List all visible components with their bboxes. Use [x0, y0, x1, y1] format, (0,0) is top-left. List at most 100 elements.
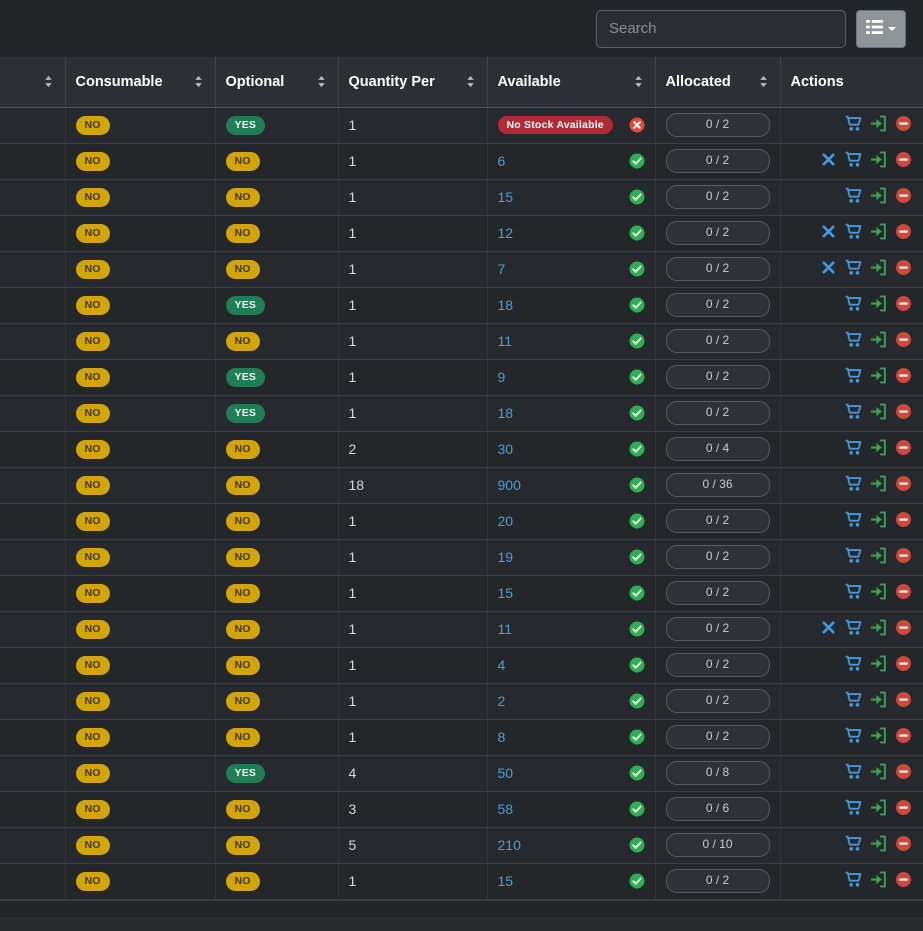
checkout-button[interactable] — [843, 367, 863, 387]
available-link[interactable]: 210 — [497, 837, 521, 853]
remove-button[interactable] — [893, 619, 913, 639]
checkin-button[interactable] — [868, 151, 888, 171]
checkout-button[interactable] — [843, 295, 863, 315]
checkout-button[interactable] — [843, 259, 863, 279]
remove-button[interactable] — [893, 727, 913, 747]
checkin-button[interactable] — [868, 871, 888, 891]
remove-button[interactable] — [893, 439, 913, 459]
available-link[interactable]: 15 — [497, 585, 514, 601]
available-link[interactable]: 30 — [497, 441, 514, 457]
checkin-button[interactable] — [868, 619, 888, 639]
available-link[interactable]: 12 — [497, 225, 514, 241]
remove-button[interactable] — [893, 187, 913, 207]
checkin-button[interactable] — [868, 295, 888, 315]
checkout-button[interactable] — [843, 151, 863, 171]
available-link[interactable]: 2 — [497, 693, 506, 709]
column-header-allocated[interactable]: Allocated — [654, 57, 780, 108]
available-link[interactable]: 20 — [497, 513, 514, 529]
checkin-button[interactable] — [868, 799, 888, 819]
remove-button[interactable] — [893, 295, 913, 315]
remove-button[interactable] — [893, 655, 913, 675]
remove-button[interactable] — [893, 799, 913, 819]
available-link[interactable]: 8 — [497, 729, 506, 745]
column-header-quantity_per[interactable]: Quantity Per — [337, 57, 487, 108]
checkout-button[interactable] — [843, 835, 863, 855]
remove-button[interactable] — [893, 331, 913, 351]
checkout-button[interactable] — [843, 187, 863, 207]
checkin-button[interactable] — [868, 223, 888, 243]
checkin-button[interactable] — [868, 259, 888, 279]
available-link[interactable]: 18 — [497, 405, 514, 421]
remove-button[interactable] — [893, 475, 913, 495]
available-link[interactable]: 7 — [497, 261, 506, 277]
available-link[interactable]: 50 — [497, 765, 514, 781]
checkin-button[interactable] — [868, 763, 888, 783]
checkout-button[interactable] — [843, 223, 863, 243]
remove-button[interactable] — [893, 547, 913, 567]
checkout-button[interactable] — [843, 799, 863, 819]
checkout-button[interactable] — [843, 115, 863, 135]
available-cell: 58 — [486, 791, 655, 828]
remove-button[interactable] — [893, 403, 913, 423]
available-link[interactable]: 11 — [497, 621, 513, 637]
available-link[interactable]: 19 — [497, 549, 514, 565]
checkin-button[interactable] — [868, 835, 888, 855]
checkout-button[interactable] — [843, 691, 863, 711]
column-header-optional[interactable]: Optional — [214, 57, 338, 108]
remove-button[interactable] — [893, 511, 913, 531]
remove-button[interactable] — [893, 223, 913, 243]
checkout-button[interactable] — [843, 547, 863, 567]
maintenance-button[interactable] — [818, 223, 838, 243]
checkin-button[interactable] — [868, 511, 888, 531]
available-link[interactable]: 9 — [497, 369, 506, 385]
checkout-button[interactable] — [843, 511, 863, 531]
remove-button[interactable] — [893, 835, 913, 855]
checkin-button[interactable] — [868, 547, 888, 567]
checkout-button[interactable] — [843, 655, 863, 675]
remove-button[interactable] — [893, 583, 913, 603]
column-header-available[interactable]: Available — [486, 57, 655, 108]
checkin-button[interactable] — [868, 655, 888, 675]
available-link[interactable]: 900 — [497, 477, 521, 493]
checkout-button[interactable] — [843, 583, 863, 603]
checkin-button[interactable] — [868, 367, 888, 387]
checkout-button[interactable] — [843, 403, 863, 423]
column-header-consumable[interactable]: Consumable — [64, 57, 215, 108]
remove-button[interactable] — [893, 367, 913, 387]
checkout-button[interactable] — [843, 727, 863, 747]
columns-button[interactable] — [856, 9, 906, 48]
available-link[interactable]: 15 — [497, 873, 514, 889]
remove-button[interactable] — [893, 115, 913, 135]
checkout-button[interactable] — [843, 475, 863, 495]
checkout-button[interactable] — [843, 619, 863, 639]
checkin-button[interactable] — [868, 403, 888, 423]
checkin-button[interactable] — [868, 331, 888, 351]
checkin-button[interactable] — [868, 727, 888, 747]
remove-button[interactable] — [893, 151, 913, 171]
available-link[interactable]: 11 — [497, 333, 513, 349]
maintenance-button[interactable] — [818, 259, 838, 279]
checkin-button[interactable] — [868, 187, 888, 207]
available-link[interactable]: 58 — [497, 801, 514, 817]
search-input[interactable] — [596, 9, 846, 48]
maintenance-button[interactable] — [818, 151, 838, 171]
checkin-button[interactable] — [868, 691, 888, 711]
remove-button[interactable] — [893, 259, 913, 279]
available-link[interactable]: 6 — [497, 153, 506, 169]
maintenance-button[interactable] — [818, 619, 838, 639]
checkin-button[interactable] — [868, 439, 888, 459]
checkout-button[interactable] — [843, 439, 863, 459]
available-link[interactable]: 18 — [497, 297, 514, 313]
checkin-button[interactable] — [868, 115, 888, 135]
checkout-button[interactable] — [843, 871, 863, 891]
checkin-button[interactable] — [868, 583, 888, 603]
remove-button[interactable] — [893, 871, 913, 891]
checkout-button[interactable] — [843, 331, 863, 351]
available-link[interactable]: 4 — [497, 657, 506, 673]
remove-button[interactable] — [893, 763, 913, 783]
checkin-button[interactable] — [868, 475, 888, 495]
column-header-blank[interactable] — [0, 57, 65, 108]
checkout-button[interactable] — [843, 763, 863, 783]
remove-button[interactable] — [893, 691, 913, 711]
available-link[interactable]: 15 — [497, 189, 514, 205]
